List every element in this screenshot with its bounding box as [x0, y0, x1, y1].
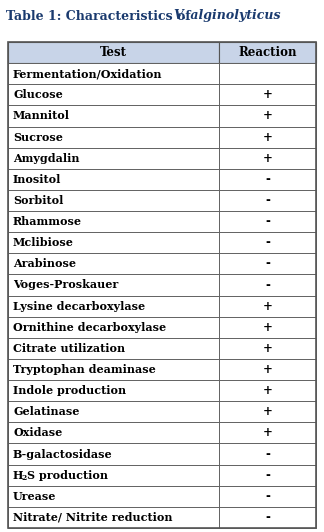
Text: V. alginolyticus: V. alginolyticus [174, 10, 281, 22]
Bar [219, 444, 316, 464]
Bar [8, 444, 219, 464]
Bar [8, 401, 219, 422]
Bar [8, 359, 219, 380]
Text: Lysine decarboxylase: Lysine decarboxylase [13, 301, 145, 312]
Bar [8, 190, 219, 211]
Bar [8, 211, 219, 232]
Bar [8, 84, 219, 105]
Text: H: H [13, 470, 23, 481]
Bar [8, 169, 219, 190]
Text: -: - [265, 173, 270, 186]
Text: -: - [265, 236, 270, 249]
Text: Citrate utilization: Citrate utilization [13, 343, 125, 354]
Text: Mannitol: Mannitol [13, 111, 70, 121]
Text: -: - [265, 469, 270, 481]
Bar [8, 127, 219, 148]
Text: Reaction: Reaction [238, 46, 297, 59]
Text: Tryptophan deaminase: Tryptophan deaminase [13, 364, 156, 375]
Bar [219, 190, 316, 211]
Bar [219, 84, 316, 105]
Text: Voges-Proskauer: Voges-Proskauer [13, 279, 118, 290]
Text: Ornithine decarboxylase: Ornithine decarboxylase [13, 322, 166, 332]
Text: B-galactosidase: B-galactosidase [13, 448, 113, 460]
Bar [219, 42, 316, 63]
Text: Table 1: Characteristics of: Table 1: Characteristics of [6, 10, 195, 22]
Bar [219, 275, 316, 296]
Text: Oxidase: Oxidase [13, 427, 62, 438]
Bar [8, 317, 219, 338]
Bar [219, 422, 316, 444]
Bar [219, 211, 316, 232]
Text: +: + [262, 427, 272, 439]
Bar [8, 275, 219, 296]
Text: +: + [262, 152, 272, 165]
Text: -: - [265, 194, 270, 207]
Bar [8, 486, 219, 507]
Text: +: + [262, 384, 272, 397]
Text: -: - [265, 490, 270, 503]
Bar [8, 63, 219, 84]
Text: Rhammose: Rhammose [13, 216, 82, 227]
Text: +: + [262, 342, 272, 355]
Bar [8, 253, 219, 275]
Text: Inositol: Inositol [13, 174, 61, 185]
Bar [219, 169, 316, 190]
Text: -: - [265, 215, 270, 228]
Bar [219, 401, 316, 422]
Text: Gelatinase: Gelatinase [13, 406, 79, 417]
Text: +: + [262, 130, 272, 144]
Bar [219, 507, 316, 528]
Text: Urease: Urease [13, 491, 56, 502]
Text: Glucose: Glucose [13, 89, 63, 101]
Text: -: - [265, 278, 270, 292]
Text: Sucrose: Sucrose [13, 131, 63, 143]
Text: Fermentation/Oxidation: Fermentation/Oxidation [13, 68, 163, 79]
Text: Sorbitol: Sorbitol [13, 195, 64, 206]
Text: -: - [265, 447, 270, 461]
Bar [219, 464, 316, 486]
Bar [219, 127, 316, 148]
Text: +: + [262, 321, 272, 334]
Bar [8, 232, 219, 253]
Text: +: + [262, 110, 272, 122]
Text: S production: S production [27, 470, 108, 481]
Bar [219, 380, 316, 401]
Bar [219, 317, 316, 338]
Text: Mclibiose: Mclibiose [13, 237, 74, 248]
Bar [219, 296, 316, 317]
Text: +: + [262, 405, 272, 418]
Bar [219, 63, 316, 84]
Bar [219, 486, 316, 507]
Bar [8, 105, 219, 127]
Bar [219, 105, 316, 127]
Bar [8, 338, 219, 359]
Text: Nitrate/ Nitrite reduction: Nitrate/ Nitrite reduction [13, 512, 172, 523]
Bar [219, 148, 316, 169]
Text: Amygdalin: Amygdalin [13, 153, 79, 164]
Text: Arabinose: Arabinose [13, 259, 76, 269]
Bar [8, 422, 219, 444]
Bar [219, 359, 316, 380]
Bar [8, 464, 219, 486]
Bar [219, 253, 316, 275]
Bar [8, 296, 219, 317]
Text: -: - [265, 257, 270, 270]
Bar [219, 338, 316, 359]
Bar [8, 42, 219, 63]
Text: 2: 2 [21, 473, 27, 481]
Bar [8, 148, 219, 169]
Text: -: - [265, 511, 270, 524]
Bar [8, 380, 219, 401]
Bar [8, 507, 219, 528]
Text: Test: Test [100, 46, 127, 59]
Text: Indole production: Indole production [13, 385, 126, 396]
Text: +: + [262, 88, 272, 101]
Bar [219, 232, 316, 253]
Text: +: + [262, 300, 272, 313]
Text: +: + [262, 363, 272, 376]
